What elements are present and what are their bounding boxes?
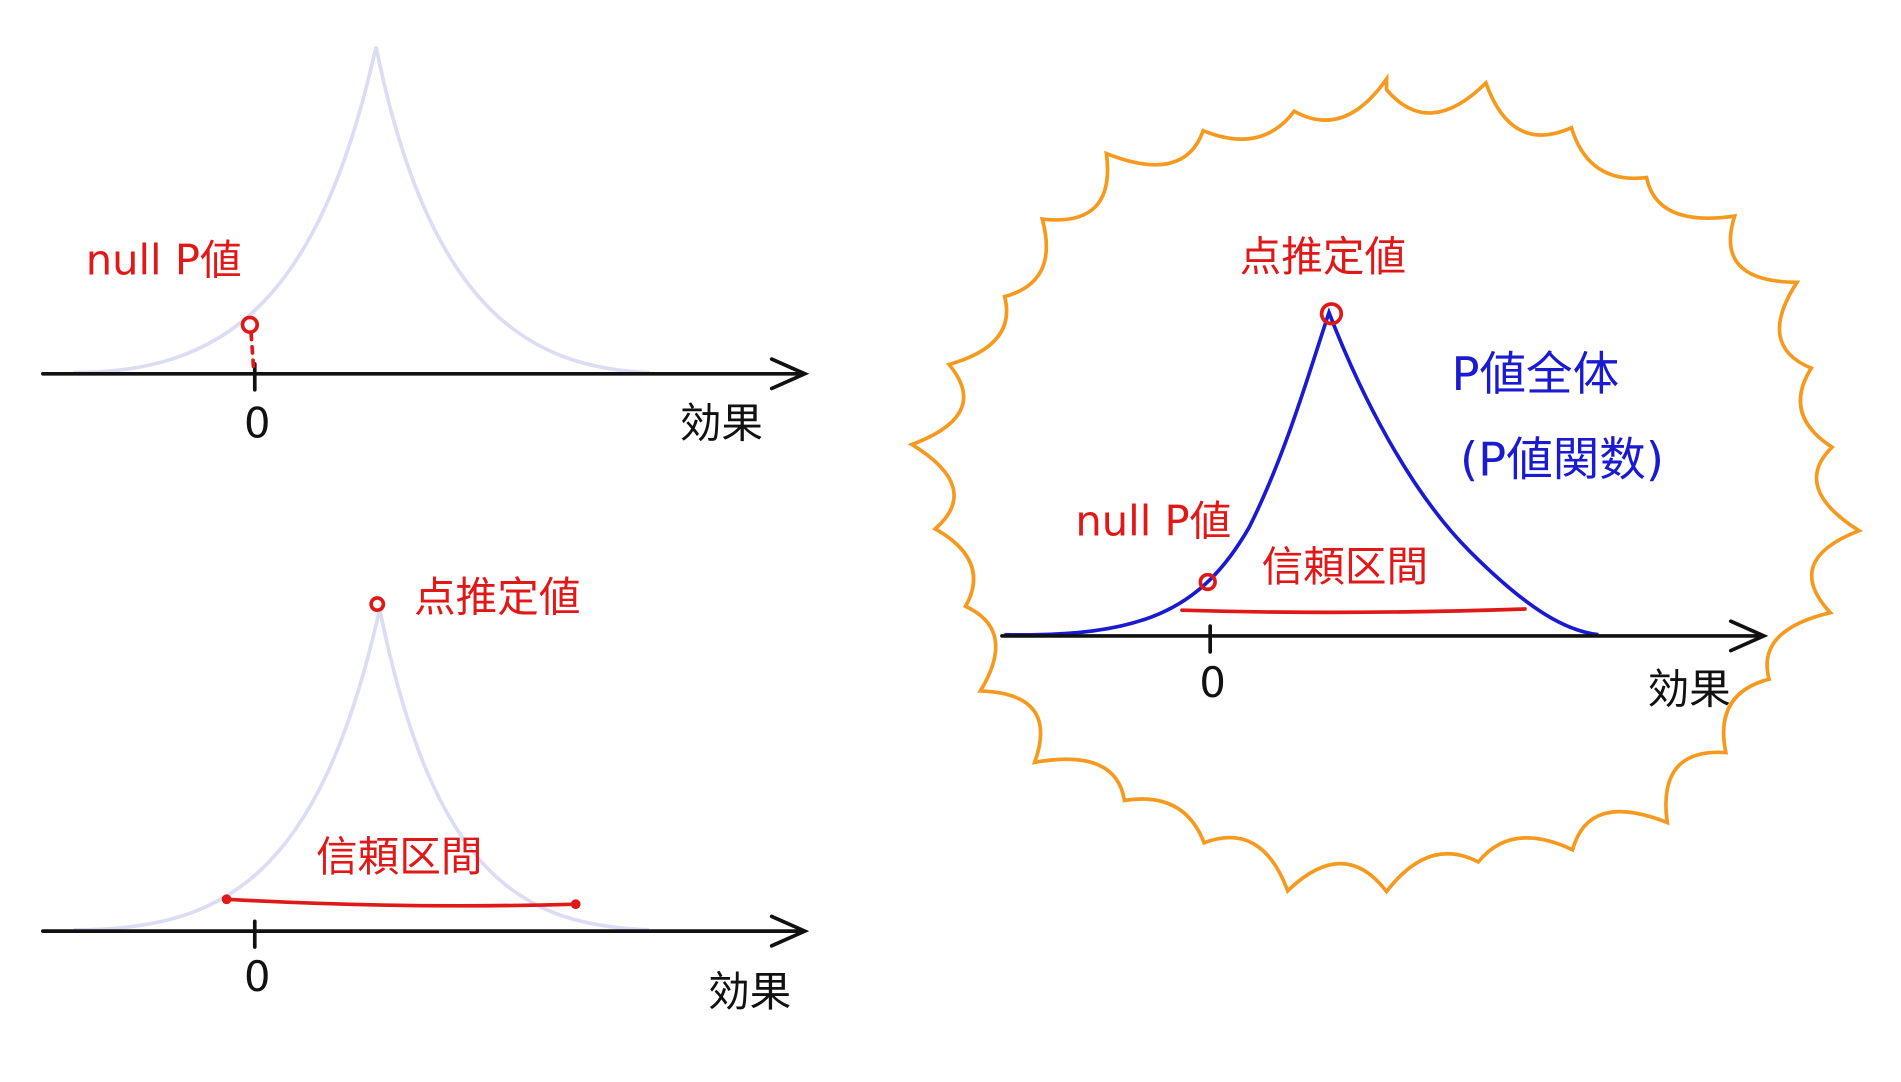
effect-axis [41,914,810,949]
axis-label: 効果 [708,967,791,1016]
null-p-label: null P値 [86,236,242,285]
ci-label: 信頼区間 [316,832,483,881]
ci-line [1180,607,1527,615]
p-value-all-label: P値全体 [1451,347,1619,401]
ci-end [221,894,232,905]
highlight-burst [907,73,1864,895]
effect-axis [1000,619,1769,654]
ci-line [224,897,578,908]
zero-label: 0 [1199,658,1225,707]
null-p-label: null P値 [1075,496,1231,545]
effect-axis [41,357,810,392]
ci-label: 信頼区間 [1262,542,1429,591]
p-value-curve [73,608,650,932]
point-estimate-label: 点推定値 [1240,232,1407,281]
panel-bottom-left: 点推定値 信頼区間 0 効果 [41,572,810,1016]
null-p-drop [249,331,256,370]
zero-label: 0 [244,398,270,447]
zero-label: 0 [244,952,270,1001]
point-estimate-marker [369,596,386,613]
ci-end [570,899,581,910]
point-estimate-marker [1319,302,1344,326]
axis-label: 効果 [680,398,763,447]
axis-label: 効果 [1647,664,1730,713]
p-value-curve [73,46,650,375]
p-value-function-label: (P値関数) [1460,433,1664,487]
null-p-marker [1198,572,1217,592]
panel-right: 点推定値 P値全体 (P値関数) null P値 信頼区間 0 効果 [907,73,1864,895]
panel-top-left: null P値 0 効果 [41,46,810,447]
null-p-marker [240,315,260,334]
point-estimate-label: 点推定値 [414,572,581,621]
